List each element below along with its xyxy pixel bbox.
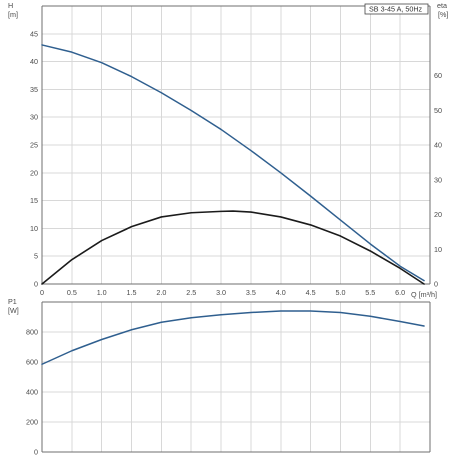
- bottom-labels: P1 [W] 0 200 400 600 800: [8, 297, 38, 457]
- top-right-tick-label: 30: [434, 175, 442, 184]
- top-left-tick-label: 5: [34, 252, 38, 261]
- top-left-tick-label: 40: [30, 57, 38, 66]
- top-x-tick-label: 0.5: [67, 288, 77, 297]
- top-x-tick-label: 3.5: [246, 288, 256, 297]
- top-series: [41, 44, 425, 285]
- top-left-tick-label: 0: [34, 280, 38, 289]
- top-x-tick-label: 4.0: [276, 288, 286, 297]
- top-left-tick-label: 25: [30, 141, 38, 150]
- top-left-tick-label: 10: [30, 224, 38, 233]
- head-curve-line: [41, 44, 425, 282]
- top-right-axis-title-line1: eta: [437, 1, 447, 10]
- top-legend: SB 3-45 A, 50Hz: [364, 3, 429, 15]
- top-x-tick-label: 4.5: [306, 288, 316, 297]
- bottom-left-tick-label: 800: [26, 328, 38, 337]
- top-right-tick-label: 40: [434, 141, 442, 150]
- legend-box: [364, 3, 429, 15]
- top-left-tick-label: 15: [30, 196, 38, 205]
- legend-label: SB 3-45 A, 50Hz: [369, 5, 423, 14]
- top-left-axis-title-line2: [m]: [8, 10, 18, 19]
- bottom-left-tick-label: 200: [26, 418, 38, 427]
- top-chart: H [m] eta [%] Q [m³/h] 0 5 10 15 20 25 30 35 40 4…: [8, 1, 448, 299]
- top-right-tick-label: 20: [434, 210, 442, 219]
- top-left-axis-title-line1: H: [8, 1, 13, 10]
- bottom-left-tick-label: 400: [26, 388, 38, 397]
- bottom-left-tick-label: 0: [34, 448, 38, 457]
- top-left-tick-label: 45: [30, 29, 38, 38]
- top-x-tick-label: 3.0: [216, 288, 226, 297]
- top-left-tick-label: 20: [30, 168, 38, 177]
- top-x-tick-label: 1.5: [127, 288, 137, 297]
- power-curve-line: [41, 310, 425, 365]
- top-x-tick-label: 2.0: [156, 288, 166, 297]
- bottom-series: [41, 310, 425, 365]
- bottom-chart: P1 [W] 0 200 400 600 800: [8, 297, 431, 457]
- top-labels: H [m] eta [%] Q [m³/h] 0 5 10 15 20 25 30 35 40 4…: [8, 1, 448, 299]
- top-right-tick-label: 60: [434, 71, 442, 80]
- top-right-axis-title-line2: [%]: [438, 10, 448, 19]
- top-x-tick-label: 6.0: [395, 288, 405, 297]
- efficiency-curve-line: [41, 210, 425, 285]
- top-right-tick-label: 0: [434, 280, 438, 289]
- bottom-grid: [41, 302, 430, 453]
- bottom-left-axis-title-line1: P1: [8, 297, 17, 306]
- top-left-tick-label: 35: [30, 85, 38, 94]
- top-x-axis-title: Q [m³/h]: [411, 290, 437, 299]
- bottom-left-axis-title-line2: [W]: [8, 306, 19, 315]
- top-right-tick-label: 50: [434, 106, 442, 115]
- top-left-tick-label: 30: [30, 113, 38, 122]
- top-x-tick-label: 0: [40, 288, 44, 297]
- bottom-left-tick-label: 600: [26, 358, 38, 367]
- top-x-tick-label: 5.0: [335, 288, 345, 297]
- top-right-tick-label: 10: [434, 245, 442, 254]
- top-x-tick-label: 5.5: [365, 288, 375, 297]
- bottom-axes: [41, 301, 431, 453]
- top-x-tick-label: 2.5: [186, 288, 196, 297]
- top-x-tick-label: 1.0: [97, 288, 107, 297]
